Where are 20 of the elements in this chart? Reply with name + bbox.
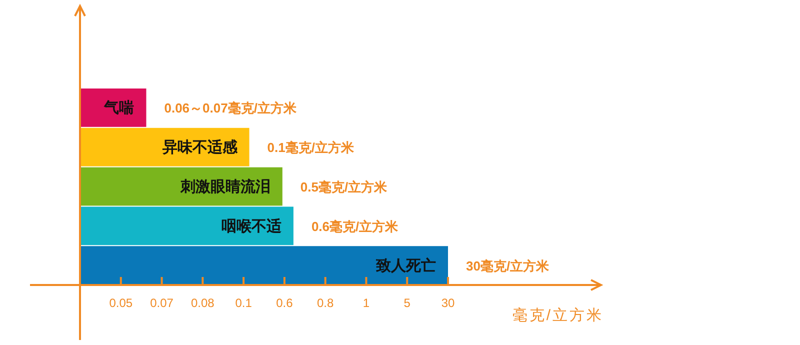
y-tick-label: 致人死亡 (375, 256, 436, 274)
axis-note: 0.07 (150, 296, 174, 310)
axis-note: 0.08 (190, 296, 214, 310)
axis-note: 0.8 (317, 296, 334, 310)
axis-note: 0.05 (109, 296, 133, 310)
y-tick-label: 异味不适感 (161, 139, 238, 156)
annotation: 0.5毫克/立方米 (300, 180, 388, 194)
annotation: 0.06～0.07毫克/立方米 (164, 100, 296, 116)
axis-note: 0.1 (235, 296, 252, 310)
axis-note: 5 (404, 296, 410, 310)
y-tick-label: 气喘 (103, 100, 134, 117)
axis-note: 30 (441, 296, 455, 310)
axis-note: 1 (362, 296, 370, 310)
annotation: 0.1毫克/立方米 (267, 140, 354, 156)
axis-note: 0.6 (276, 296, 293, 310)
annotation: 0.6毫克/立方米 (311, 218, 398, 234)
annotation: 30毫克/立方米 (466, 258, 550, 274)
y-tick-label: 刺激眼睛流泪 (179, 178, 270, 196)
y-tick-label: 咽喉不适 (221, 218, 282, 235)
x-axis-title: 毫克/立方米 (512, 307, 604, 324)
